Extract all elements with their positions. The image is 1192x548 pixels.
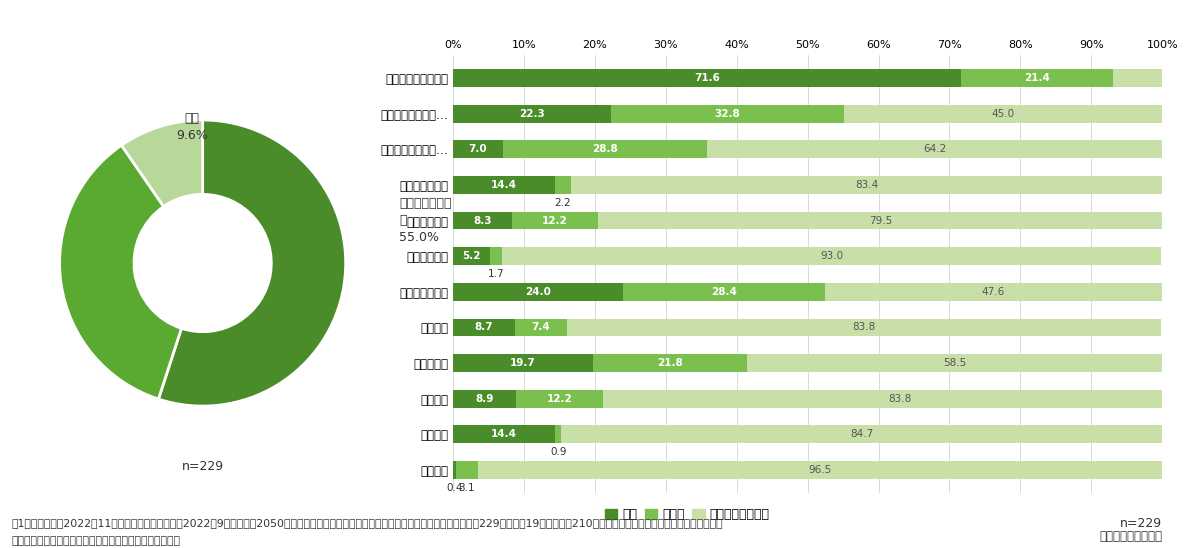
- Text: 58.5: 58.5: [943, 358, 967, 368]
- Text: 28.4: 28.4: [710, 287, 737, 297]
- Bar: [555, 176, 571, 194]
- Text: 45.0: 45.0: [992, 109, 1014, 118]
- Bar: [598, 212, 1162, 230]
- Bar: [511, 212, 598, 230]
- Bar: [455, 461, 478, 479]
- Text: 8.9: 8.9: [476, 394, 493, 404]
- Wedge shape: [60, 145, 181, 399]
- Text: 5.2: 5.2: [462, 251, 480, 261]
- Bar: [515, 318, 567, 336]
- Text: 28.8: 28.8: [592, 144, 617, 154]
- Text: 送、メールによるアンケート調査、各設問に対し単数回答: 送、メールによるアンケート調査、各設問に対し単数回答: [12, 536, 181, 546]
- Wedge shape: [122, 120, 203, 207]
- Text: 12.2: 12.2: [542, 215, 567, 226]
- Text: 93.0: 93.0: [820, 251, 843, 261]
- Text: 84.7: 84.7: [850, 430, 874, 439]
- Text: n=229: n=229: [181, 460, 224, 473]
- Text: すでに目標があ
る
55.0%: すでに目標があ る 55.0%: [399, 197, 452, 244]
- Bar: [453, 176, 555, 194]
- Text: 21.4: 21.4: [1024, 73, 1050, 83]
- Bar: [567, 318, 1161, 336]
- Text: 0.9: 0.9: [550, 447, 566, 457]
- Bar: [623, 283, 825, 301]
- Bar: [503, 140, 707, 158]
- Text: 8.7: 8.7: [474, 322, 493, 333]
- Text: 0.4: 0.4: [446, 483, 462, 493]
- Text: 3.1: 3.1: [459, 483, 476, 493]
- Bar: [453, 461, 455, 479]
- Bar: [603, 390, 1192, 408]
- Bar: [453, 247, 490, 265]
- Bar: [825, 283, 1162, 301]
- Text: 1.7: 1.7: [488, 269, 504, 279]
- Bar: [453, 69, 961, 87]
- Bar: [453, 283, 623, 301]
- Bar: [747, 354, 1162, 372]
- Text: 83.8: 83.8: [888, 394, 912, 404]
- Text: 47.6: 47.6: [982, 287, 1005, 297]
- Text: 22.3: 22.3: [520, 109, 545, 118]
- Bar: [571, 176, 1162, 194]
- Text: 8.3: 8.3: [473, 215, 491, 226]
- Bar: [502, 247, 1161, 265]
- Bar: [453, 390, 516, 408]
- Text: 32.8: 32.8: [714, 109, 740, 118]
- Text: n=229: n=229: [1120, 517, 1162, 530]
- Text: 7.4: 7.4: [532, 322, 551, 333]
- Text: 14.4: 14.4: [491, 180, 517, 190]
- Text: 注1．調査時期：2022年11月、調査（集計）対象：2022年9月末までに2050年のカーボンニュートラル（ゼロカーボンシティ）を表明している229自治体（19: 注1．調査時期：2022年11月、調査（集計）対象：2022年9月末までに205…: [12, 518, 724, 528]
- Bar: [561, 425, 1162, 443]
- Text: 71.6: 71.6: [694, 73, 720, 83]
- Text: 7.0: 7.0: [468, 144, 488, 154]
- Text: 64.2: 64.2: [923, 144, 946, 154]
- Text: 96.5: 96.5: [808, 465, 832, 475]
- Text: 21.8: 21.8: [657, 358, 683, 368]
- Bar: [707, 140, 1162, 158]
- Bar: [490, 247, 502, 265]
- Bar: [453, 318, 515, 336]
- Text: 矢野経済研究所調べ: 矢野経済研究所調べ: [1099, 530, 1162, 544]
- Bar: [555, 425, 561, 443]
- Bar: [611, 105, 844, 123]
- Bar: [453, 140, 503, 158]
- Text: 83.8: 83.8: [852, 322, 876, 333]
- Text: 83.4: 83.4: [855, 180, 879, 190]
- Bar: [453, 354, 592, 372]
- Bar: [478, 461, 1162, 479]
- Bar: [961, 69, 1112, 87]
- Text: 未定
9.6%: 未定 9.6%: [176, 112, 207, 142]
- Text: 14.4: 14.4: [491, 430, 517, 439]
- Bar: [453, 425, 555, 443]
- Wedge shape: [159, 120, 346, 406]
- Bar: [453, 212, 511, 230]
- Bar: [1112, 69, 1162, 87]
- Bar: [453, 105, 611, 123]
- Text: 24.0: 24.0: [526, 287, 551, 297]
- Bar: [844, 105, 1163, 123]
- Text: 12.2: 12.2: [546, 394, 572, 404]
- Legend: 実施, 検討中, 未定／検討しない: 実施, 検討中, 未定／検討しない: [600, 504, 775, 527]
- Text: 2.2: 2.2: [554, 198, 571, 208]
- Bar: [592, 354, 747, 372]
- Bar: [516, 390, 603, 408]
- Text: 79.5: 79.5: [869, 215, 892, 226]
- Text: 19.7: 19.7: [510, 358, 535, 368]
